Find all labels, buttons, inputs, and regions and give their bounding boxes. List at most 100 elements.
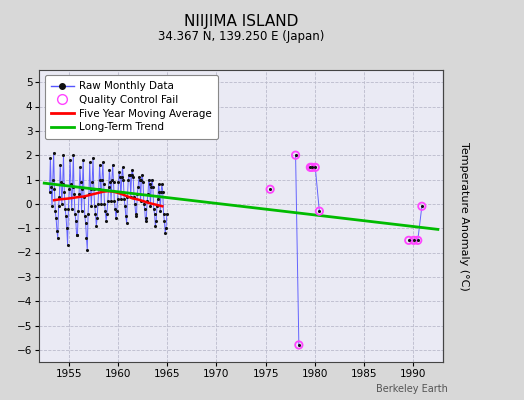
Point — [49, 150, 58, 156]
Point — [155, 188, 163, 195]
Point — [306, 164, 314, 170]
Point — [72, 232, 81, 239]
Point — [125, 172, 133, 178]
Point — [130, 193, 138, 200]
Point — [110, 179, 118, 185]
Point — [135, 174, 143, 180]
Point — [115, 169, 124, 175]
Point — [100, 201, 108, 207]
Point — [95, 162, 104, 168]
Point — [159, 210, 168, 217]
Point — [64, 206, 73, 212]
Point — [70, 191, 79, 197]
Point — [80, 193, 88, 200]
Point — [99, 159, 107, 166]
Point — [92, 222, 101, 229]
Point — [94, 201, 102, 207]
Point — [308, 164, 316, 170]
Point — [55, 193, 63, 200]
Point — [162, 210, 171, 217]
Point — [63, 242, 72, 248]
Point — [138, 172, 146, 178]
Point — [51, 208, 60, 214]
Point — [100, 181, 108, 188]
Point — [47, 184, 56, 190]
Point — [266, 186, 275, 192]
Point — [72, 218, 80, 224]
Point — [155, 181, 163, 188]
Point — [113, 196, 122, 202]
Point — [160, 218, 169, 224]
Point — [104, 184, 113, 190]
Point — [152, 218, 160, 224]
Point — [126, 172, 134, 178]
Point — [85, 159, 94, 166]
Point — [136, 198, 145, 205]
Point — [308, 164, 316, 170]
Point — [75, 191, 83, 197]
Point — [150, 210, 159, 217]
Point — [75, 164, 84, 170]
Point — [156, 208, 165, 214]
Point — [134, 184, 143, 190]
Point — [74, 208, 82, 214]
Point — [88, 179, 96, 185]
Point — [46, 188, 54, 195]
Point — [291, 152, 300, 158]
Point — [413, 237, 422, 244]
Point — [132, 213, 140, 219]
Point — [103, 210, 111, 217]
Point — [69, 152, 78, 158]
Text: NIIJIMA ISLAND: NIIJIMA ISLAND — [184, 14, 298, 29]
Point — [81, 220, 90, 226]
Point — [98, 176, 106, 183]
Point — [140, 206, 149, 212]
Point — [143, 198, 151, 205]
Point — [405, 237, 413, 244]
Point — [116, 174, 124, 180]
Point — [102, 218, 111, 224]
Point — [127, 193, 135, 200]
Point — [124, 176, 133, 183]
Point — [68, 184, 77, 190]
Point — [159, 188, 167, 195]
Point — [157, 188, 165, 195]
Text: Berkeley Earth: Berkeley Earth — [376, 384, 448, 394]
Point — [62, 213, 70, 219]
Point — [120, 196, 128, 202]
Point — [153, 203, 161, 210]
Point — [114, 179, 123, 185]
Point — [418, 203, 426, 210]
Text: 34.367 N, 139.250 E (Japan): 34.367 N, 139.250 E (Japan) — [158, 30, 324, 43]
Point — [107, 198, 115, 205]
Point — [162, 225, 170, 231]
Point — [145, 181, 154, 188]
Point — [405, 237, 413, 244]
Point — [86, 186, 95, 192]
Legend: Raw Monthly Data, Quality Control Fail, Five Year Moving Average, Long-Term Tren: Raw Monthly Data, Quality Control Fail, … — [45, 75, 218, 139]
Point — [73, 232, 82, 239]
Point — [52, 215, 60, 222]
Point — [146, 203, 155, 210]
Point — [81, 213, 89, 219]
Point — [151, 222, 159, 229]
Point — [294, 342, 303, 348]
Point — [87, 203, 95, 210]
Point — [291, 152, 300, 158]
Point — [89, 154, 97, 161]
Point — [84, 210, 92, 217]
Point — [136, 176, 144, 183]
Point — [97, 201, 105, 207]
Point — [147, 184, 156, 190]
Point — [62, 225, 71, 231]
Point — [50, 186, 59, 192]
Point — [105, 166, 114, 173]
Point — [130, 201, 139, 207]
Point — [91, 203, 99, 210]
Point — [93, 215, 101, 222]
Point — [413, 237, 422, 244]
Point — [60, 188, 69, 195]
Point — [106, 179, 114, 185]
Point — [66, 157, 74, 163]
Point — [128, 166, 137, 173]
